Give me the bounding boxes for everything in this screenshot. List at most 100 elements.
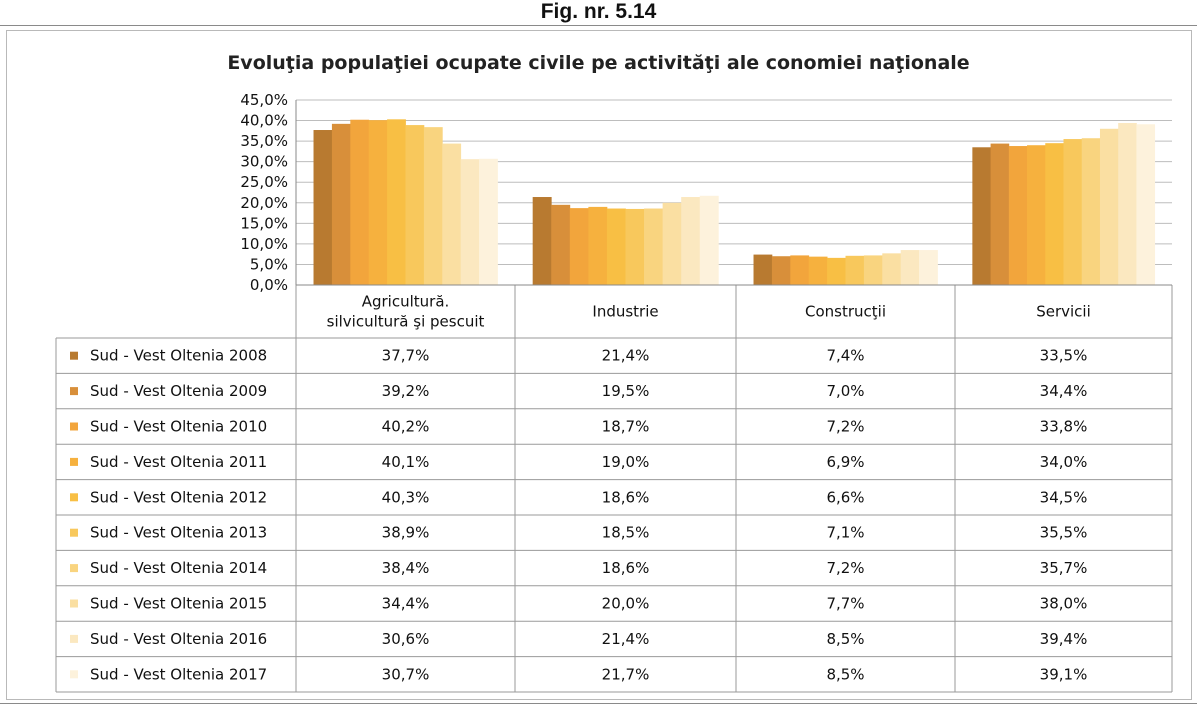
- bar: [1136, 124, 1156, 285]
- y-tick-label: 30,0%: [240, 153, 288, 171]
- data-label: 39,1%: [1040, 665, 1088, 683]
- category-label: silvicultură şi pescuit: [327, 313, 485, 331]
- data-table: Agricultură. silvicultură şi pescuit Indus…: [55, 284, 1173, 693]
- bar: [972, 147, 991, 285]
- bar: [532, 197, 552, 285]
- bar: [442, 143, 462, 285]
- data-label: 18,5%: [602, 524, 650, 542]
- bar: [331, 123, 351, 285]
- bar: [1027, 145, 1046, 285]
- y-tick-label: 20,0%: [240, 194, 288, 212]
- figure-caption: Fig. nr. 5.14: [540, 0, 657, 23]
- legend-label: Sud - Vest Oltenia 2010: [90, 418, 267, 436]
- bar: [699, 195, 719, 285]
- legend-label: Sud - Vest Oltenia 2013: [90, 524, 267, 542]
- bar: [681, 197, 701, 285]
- bar: [808, 256, 828, 285]
- bar: [606, 208, 626, 285]
- data-label: 7,0%: [826, 382, 864, 400]
- data-label: 30,7%: [382, 665, 430, 683]
- y-tick-label: 35,0%: [240, 132, 288, 150]
- bar: [644, 208, 664, 285]
- data-label: 37,7%: [382, 347, 430, 365]
- data-label: 38,9%: [382, 524, 430, 542]
- data-label: 7,4%: [826, 347, 864, 365]
- y-tick-label: 15,0%: [240, 214, 288, 232]
- legend-swatch: [70, 493, 78, 502]
- data-label: 34,4%: [382, 595, 430, 613]
- data-label: 33,5%: [1040, 347, 1088, 365]
- y-tick-label: 40,0%: [240, 112, 288, 130]
- data-label: 7,7%: [826, 595, 864, 613]
- category-label: Construcţii: [805, 303, 886, 321]
- data-label: 19,5%: [602, 382, 650, 400]
- data-label: 40,2%: [382, 418, 430, 436]
- data-label: 30,6%: [382, 630, 430, 648]
- bar: [1063, 139, 1083, 285]
- bar: [387, 119, 406, 285]
- data-label: 33,8%: [1040, 418, 1088, 436]
- legend-swatch: [70, 351, 78, 360]
- data-label: 8,5%: [826, 630, 864, 648]
- data-label: 18,7%: [602, 418, 650, 436]
- bar: [551, 204, 571, 285]
- bar: [771, 256, 791, 285]
- data-label: 19,0%: [602, 453, 650, 471]
- bar: [845, 255, 865, 285]
- bar: [460, 159, 480, 285]
- bar: [863, 255, 883, 285]
- bar: [313, 130, 333, 285]
- data-label: 35,7%: [1040, 559, 1088, 577]
- category-label: Servicii: [1036, 303, 1091, 321]
- legend-swatch: [70, 387, 78, 396]
- chart-title: Evoluţia populaţiei ocupate civile pe ac…: [227, 52, 970, 74]
- chart-frame: [6, 30, 1192, 700]
- y-tick-label: 25,0%: [240, 173, 288, 191]
- bar: [1008, 146, 1028, 285]
- y-tick-label: 0,0%: [250, 276, 288, 294]
- bar: [1045, 143, 1064, 285]
- legend-label: Sud - Vest Oltenia 2011: [90, 453, 267, 471]
- data-label: 6,6%: [826, 488, 864, 506]
- y-tick-label: 45,0%: [240, 91, 288, 109]
- bar: [479, 158, 498, 285]
- y-tick-label: 10,0%: [240, 235, 288, 253]
- bar: [350, 119, 370, 285]
- bar: [588, 206, 608, 285]
- data-label: 20,0%: [602, 595, 650, 613]
- data-label: 7,1%: [826, 524, 864, 542]
- data-label: 34,5%: [1040, 488, 1088, 506]
- data-label: 8,5%: [826, 665, 864, 683]
- legend-swatch: [70, 564, 78, 573]
- data-label: 18,6%: [602, 488, 650, 506]
- bar: [625, 208, 645, 285]
- bar: [990, 143, 1010, 285]
- data-label: 38,4%: [382, 559, 430, 577]
- legend-label: Sud - Vest Oltenia 2016: [90, 630, 267, 648]
- category-label: Agricultură.: [362, 293, 450, 311]
- data-label: 21,4%: [602, 347, 650, 365]
- data-label: 39,4%: [1040, 630, 1088, 648]
- legend-swatch: [70, 528, 78, 537]
- legend-swatch: [70, 670, 78, 679]
- bar: [790, 255, 810, 285]
- bottom-rule: [0, 703, 1197, 704]
- top-rule: [0, 25, 1197, 26]
- bar: [919, 250, 938, 285]
- data-label: 34,4%: [1040, 382, 1088, 400]
- legend-label: Sud - Vest Oltenia 2009: [90, 382, 267, 400]
- data-label: 35,5%: [1040, 524, 1088, 542]
- y-tick-label: 5,0%: [250, 255, 288, 273]
- legend-label: Sud - Vest Oltenia 2012: [90, 488, 267, 506]
- legend-swatch: [70, 457, 78, 466]
- legend-swatch: [70, 422, 78, 431]
- y-axis: 0,0% 5,0% 10,0% 15,0% 20,0% 25,0% 30,0% 35,0% 40…: [240, 91, 297, 294]
- data-label: 21,4%: [602, 630, 650, 648]
- data-label: 21,7%: [602, 665, 650, 683]
- bar: [405, 125, 425, 285]
- bar: [423, 127, 443, 285]
- data-label: 40,1%: [382, 453, 430, 471]
- bar: [662, 202, 682, 285]
- data-label: 40,3%: [382, 488, 430, 506]
- legend-label: Sud - Vest Oltenia 2008: [90, 347, 267, 365]
